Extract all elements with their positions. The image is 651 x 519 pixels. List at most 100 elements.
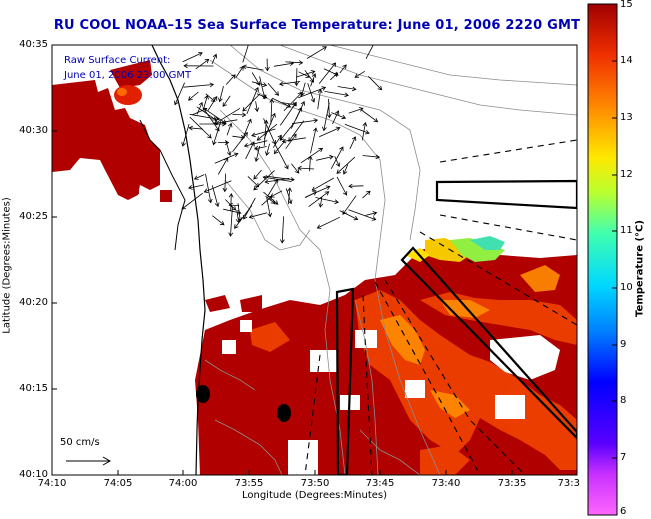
colorbar-tick-label: 7 bbox=[620, 452, 627, 463]
current-vector-head bbox=[228, 202, 233, 208]
current-vector bbox=[324, 91, 349, 96]
current-vector bbox=[306, 46, 327, 59]
current-vector bbox=[300, 147, 323, 164]
current-vector-head bbox=[188, 96, 193, 101]
current-vector-head bbox=[254, 145, 259, 151]
current-vector bbox=[266, 143, 270, 156]
current-vector bbox=[230, 193, 232, 212]
xtick-label: 73:55 bbox=[234, 478, 264, 489]
current-vector bbox=[211, 54, 217, 65]
shipping-lanes bbox=[304, 139, 577, 475]
current-vector bbox=[301, 82, 306, 96]
current-vector bbox=[251, 81, 267, 86]
current-vector-head bbox=[300, 100, 305, 106]
current-vector bbox=[259, 76, 266, 99]
current-vector-head bbox=[240, 134, 246, 140]
current-vector-head bbox=[372, 211, 378, 216]
current-vector bbox=[181, 192, 203, 210]
map-title: RU COOL NOAA–15 Sea Surface Temperature:… bbox=[53, 18, 581, 33]
current-vector-head bbox=[334, 199, 339, 205]
boundary-boxes bbox=[335, 179, 577, 475]
current-vector-head bbox=[254, 157, 260, 162]
current-vector bbox=[368, 76, 382, 90]
current-vector-head bbox=[289, 61, 295, 67]
current-vector-head bbox=[279, 81, 284, 87]
current-vector-head bbox=[297, 107, 303, 112]
current-vector-head bbox=[342, 169, 348, 175]
xtick-label: 73:50 bbox=[300, 478, 330, 489]
current-vector bbox=[362, 155, 380, 158]
current-vector-head bbox=[284, 164, 289, 170]
colorbar-label-wrap: Temperature (°C) bbox=[630, 135, 646, 395]
current-vector bbox=[267, 82, 279, 96]
current-vector bbox=[318, 62, 336, 84]
current-vector-head bbox=[198, 101, 203, 107]
current-vector-head bbox=[253, 175, 258, 180]
current-vector-head bbox=[331, 62, 337, 68]
current-vector bbox=[348, 108, 364, 114]
current-vector-head bbox=[311, 186, 317, 191]
current-vector-head bbox=[297, 165, 302, 171]
current-vector-head bbox=[335, 162, 341, 167]
current-vector bbox=[295, 107, 302, 120]
current-vector-head bbox=[310, 70, 316, 75]
current-vector-head bbox=[198, 52, 203, 57]
current-vector-head bbox=[290, 177, 295, 182]
marker-buoy-1 bbox=[196, 385, 210, 403]
bathymetry-contours bbox=[204, 45, 577, 475]
current-vector bbox=[232, 132, 248, 152]
current-vector bbox=[214, 107, 241, 125]
current-vector-head bbox=[219, 220, 225, 226]
coastline bbox=[151, 45, 206, 475]
current-vector-head bbox=[256, 136, 262, 141]
current-vector-head bbox=[256, 81, 261, 86]
current-vector bbox=[207, 96, 218, 111]
current-vector bbox=[263, 113, 276, 140]
current-vector bbox=[194, 174, 205, 180]
ytick-label: 40:25 bbox=[19, 211, 48, 222]
xtick-label: 73:3 bbox=[557, 478, 580, 489]
current-vector bbox=[337, 86, 356, 90]
current-vector-head bbox=[207, 133, 212, 139]
current-vector bbox=[254, 146, 267, 150]
current-vector-head bbox=[251, 132, 256, 138]
current-vector bbox=[245, 141, 255, 160]
current-vector bbox=[339, 210, 358, 220]
current-vector bbox=[310, 73, 316, 87]
ytick-label: 40:30 bbox=[19, 125, 48, 136]
current-vector bbox=[182, 123, 190, 147]
current-vector-head bbox=[373, 117, 379, 123]
current-vector-head bbox=[248, 214, 254, 219]
current-vector bbox=[189, 116, 212, 139]
colorbar-tick-label: 8 bbox=[620, 395, 627, 406]
current-vector-head bbox=[313, 127, 318, 132]
current-vector bbox=[349, 136, 356, 150]
current-vector-head bbox=[254, 86, 259, 92]
current-vector bbox=[365, 212, 377, 216]
current-vector bbox=[212, 215, 225, 226]
current-vector bbox=[183, 84, 214, 88]
current-vector bbox=[279, 81, 301, 85]
current-vector bbox=[229, 204, 240, 206]
current-vector bbox=[253, 169, 262, 180]
current-vector-head bbox=[316, 224, 322, 229]
current-vector-head bbox=[212, 116, 217, 121]
current-vector-head bbox=[209, 82, 215, 88]
current-vector-head bbox=[300, 91, 305, 97]
current-vector bbox=[249, 212, 268, 218]
current-vector bbox=[235, 66, 244, 79]
current-vector bbox=[361, 109, 378, 123]
xtick-label: 73:40 bbox=[431, 478, 461, 489]
current-vector bbox=[271, 97, 291, 108]
current-vector-head bbox=[207, 198, 213, 204]
current-vector bbox=[246, 87, 259, 115]
current-vector-head bbox=[274, 91, 280, 96]
current-vector bbox=[241, 119, 252, 140]
current-vector bbox=[281, 216, 284, 243]
current-vector-head bbox=[227, 122, 233, 128]
current-vector bbox=[317, 89, 321, 110]
current-vector-head bbox=[288, 137, 293, 142]
current-vector-head bbox=[212, 140, 217, 146]
current-vector-head bbox=[273, 149, 279, 155]
